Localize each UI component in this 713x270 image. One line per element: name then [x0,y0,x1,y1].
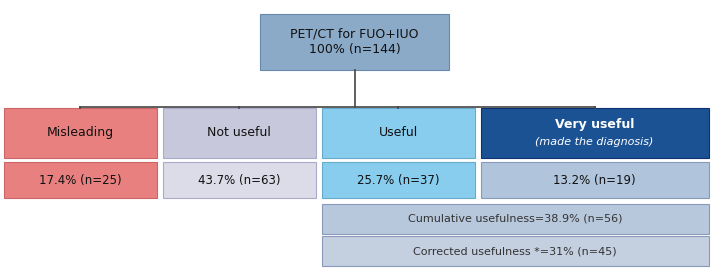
Text: Not useful: Not useful [207,126,271,140]
FancyBboxPatch shape [260,14,449,70]
FancyBboxPatch shape [322,162,475,198]
Text: (made the diagnosis): (made the diagnosis) [535,137,654,147]
Text: Very useful: Very useful [555,118,635,131]
Text: 13.2% (n=19): 13.2% (n=19) [553,174,636,187]
FancyBboxPatch shape [163,162,316,198]
Text: Corrected usefulness *=31% (n=45): Corrected usefulness *=31% (n=45) [414,246,617,256]
FancyBboxPatch shape [4,162,157,198]
FancyBboxPatch shape [163,108,316,158]
Text: 17.4% (n=25): 17.4% (n=25) [39,174,121,187]
FancyBboxPatch shape [4,108,157,158]
Text: 25.7% (n=37): 25.7% (n=37) [357,174,439,187]
FancyBboxPatch shape [481,108,709,158]
Text: PET/CT for FUO+IUO
100% (n=144): PET/CT for FUO+IUO 100% (n=144) [290,28,419,56]
Text: Cumulative usefulness=38.9% (n=56): Cumulative usefulness=38.9% (n=56) [408,214,622,224]
FancyBboxPatch shape [322,204,709,234]
FancyBboxPatch shape [481,162,709,198]
FancyBboxPatch shape [322,236,709,266]
Text: Misleading: Misleading [46,126,114,140]
Text: Useful: Useful [379,126,418,140]
Text: 43.7% (n=63): 43.7% (n=63) [198,174,280,187]
FancyBboxPatch shape [322,108,475,158]
